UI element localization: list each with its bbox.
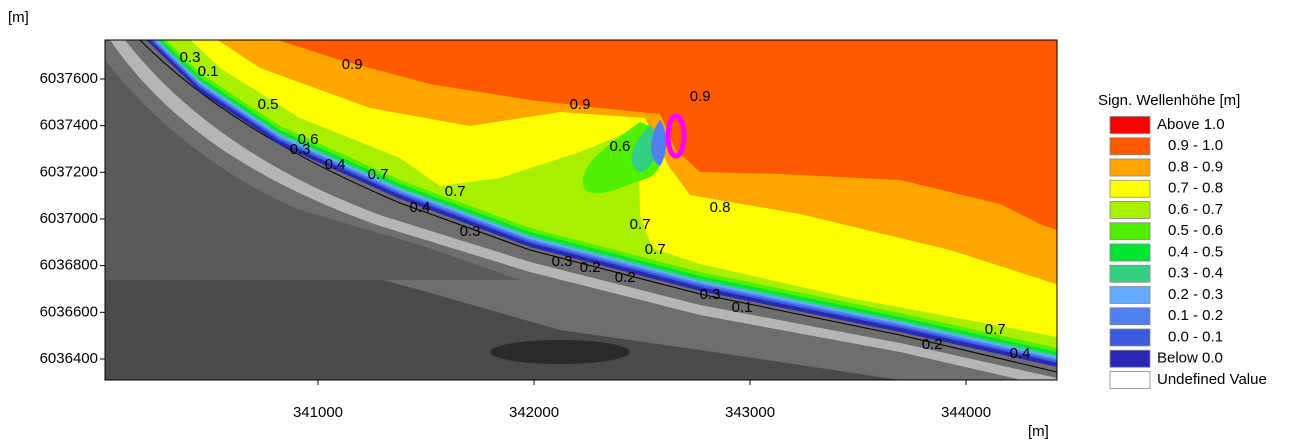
contour-label: 0.2 [922,336,943,353]
legend-swatch [1110,117,1150,134]
legend-swatch [1110,308,1150,325]
contour-label: 0.3 [290,141,311,158]
contour-label: 0.8 [710,199,731,216]
legend-swatch [1110,202,1150,219]
contour-label: 0.4 [1010,345,1031,362]
x-tick-label: 342000 [509,404,559,421]
legend-swatch [1110,138,1150,155]
contour-label: 0.9 [690,88,711,105]
legend-label: Below 0.0 [1157,350,1223,367]
y-tick-label: 6037600 [40,70,98,87]
contour-label: 0.3 [700,286,721,303]
contour-label: 0.9 [342,56,363,73]
contour-label: 0.3 [552,253,573,270]
legend-swatch [1110,223,1150,240]
legend-label: 0.7 - 0.8 [1168,180,1223,197]
legend-swatch [1110,329,1150,346]
y-tick-label: 6036600 [40,303,98,320]
x-axis-unit: [m] [1028,423,1049,440]
contour-label: 0.2 [615,269,636,286]
contour-label: 0.9 [570,96,591,113]
y-tick-label: 6037200 [40,163,98,180]
y-axis-unit: [m] [8,9,29,26]
legend-label: 0.3 - 0.4 [1168,265,1223,282]
contour-label: 0.5 [258,96,279,113]
legend-swatch [1110,159,1150,176]
contour-label: 0.1 [198,63,219,80]
legend-swatch [1110,244,1150,261]
contour-label: 0.7 [985,321,1006,338]
contour-label: 0.7 [630,216,651,233]
legend-label: 0.8 - 0.9 [1168,158,1223,175]
legend-label: 0.0 - 0.1 [1168,328,1223,345]
contour-label: 0.7 [645,241,666,258]
legend-label: 0.5 - 0.6 [1168,222,1223,239]
y-tick-label: 6037000 [40,210,98,227]
x-tick-label: 344000 [941,404,991,421]
legend-title: Sign. Wellenhöhe [m] [1098,92,1240,109]
contour-label: 0.4 [325,156,346,173]
contour-label: 0.4 [410,199,431,216]
y-tick-label: 6036400 [40,350,98,367]
y-tick-label: 6036800 [40,257,98,274]
contour-label: 0.7 [445,183,466,200]
contour-label: 0.2 [580,259,601,276]
y-tick-label: 6037400 [40,117,98,134]
x-tick-label: 343000 [725,404,775,421]
legend-swatch [1110,287,1150,304]
lake [490,340,630,364]
legend-swatch [1110,180,1150,197]
legend-label: 0.1 - 0.2 [1168,307,1223,324]
legend-label: 0.6 - 0.7 [1168,201,1223,218]
contour-label: 0.1 [732,299,753,316]
legend-label: 0.9 - 1.0 [1168,137,1223,154]
legend-swatch [1110,350,1150,367]
contour-label: 0.6 [610,138,631,155]
x-tick-label: 341000 [293,404,343,421]
legend-label: 0.2 - 0.3 [1168,286,1223,303]
legend-label: Above 1.0 [1157,116,1225,133]
legend-swatch [1110,372,1150,389]
legend-label: 0.4 - 0.5 [1168,243,1223,260]
contour-label: 0.7 [368,166,389,183]
contour-label: 0.3 [460,223,481,240]
map-chart: [m] [m] Sign. Wellenhöhe [m] 0.9 0.9 0.9 0.… [0,0,1296,448]
legend-label: Undefined Value [1157,371,1267,388]
legend-swatch [1110,265,1150,282]
